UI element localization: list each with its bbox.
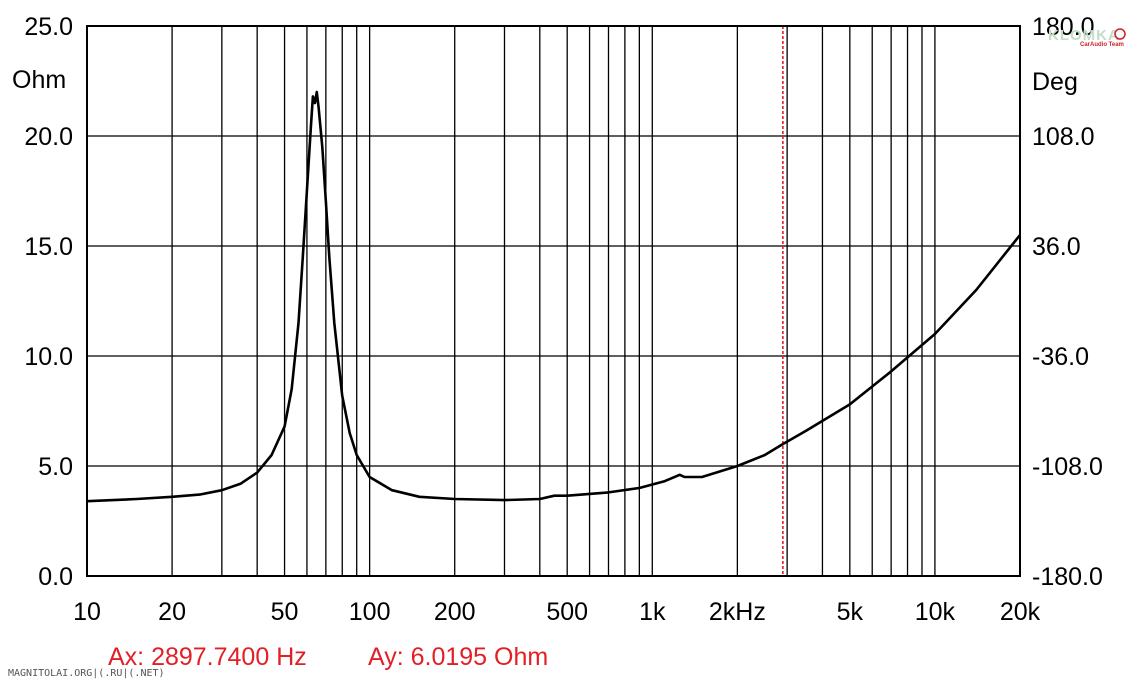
y2-tick-label: 108.0 xyxy=(1032,123,1095,151)
right-unit-label: Deg xyxy=(1032,68,1078,96)
x-tick-label: 100 xyxy=(349,598,391,626)
left-axis: 0.0 5.0 10.0 15.0 20.0 25.0 xyxy=(24,13,73,591)
x-tick-label: 5k xyxy=(837,598,864,626)
logo-circle-icon xyxy=(1114,28,1126,40)
impedance-curve xyxy=(86,90,1022,503)
x-tick-label: 10 xyxy=(73,598,101,626)
x-tick-label: 1k xyxy=(639,598,666,626)
left-unit-label: Ohm xyxy=(12,66,66,94)
x-tick-label: 200 xyxy=(434,598,476,626)
logo-text: KLOMKA xyxy=(1048,27,1120,44)
right-axis: -180.0 -108.0 -36.0 36.0 108.0 180.0 xyxy=(1032,13,1103,591)
x-tick-label: 20k xyxy=(1000,598,1041,626)
y-tick-label: 15.0 xyxy=(24,233,73,261)
x-tick-label: 2kHz xyxy=(709,598,766,626)
y-tick-label: 5.0 xyxy=(38,453,73,481)
brand-logo: KLOMKA CarAudio Team xyxy=(1048,27,1126,48)
x-tick-label: 10k xyxy=(915,598,956,626)
y2-tick-label: -108.0 xyxy=(1032,453,1103,481)
y-tick-label: 20.0 xyxy=(24,123,73,151)
cursor-y-readout: Ay: 6.0195 Ohm xyxy=(368,643,548,671)
y2-tick-label: -36.0 xyxy=(1032,343,1089,371)
grid xyxy=(87,26,1020,576)
y-tick-label: 0.0 xyxy=(38,563,73,591)
x-tick-label: 20 xyxy=(158,598,186,626)
logo-subtitle: CarAudio Team xyxy=(1080,42,1124,48)
y-tick-label: 10.0 xyxy=(24,343,73,371)
plot-frame xyxy=(86,25,1021,577)
x-axis: 10 20 50 100 200 500 1k 2kHz 5k 10k 20k xyxy=(73,598,1041,626)
cursor-x-readout: Ax: 2897.7400 Hz xyxy=(108,643,307,671)
y2-tick-label: 180.0 xyxy=(1032,13,1095,41)
y-tick-label: 25.0 xyxy=(24,13,73,41)
y2-tick-label: -180.0 xyxy=(1032,563,1103,591)
y2-tick-label: 36.0 xyxy=(1032,233,1081,261)
x-tick-label: 50 xyxy=(271,598,299,626)
x-tick-label: 500 xyxy=(546,598,588,626)
site-watermark: MAGNITOLAI.ORG|(.RU|(.NET) xyxy=(8,668,165,679)
